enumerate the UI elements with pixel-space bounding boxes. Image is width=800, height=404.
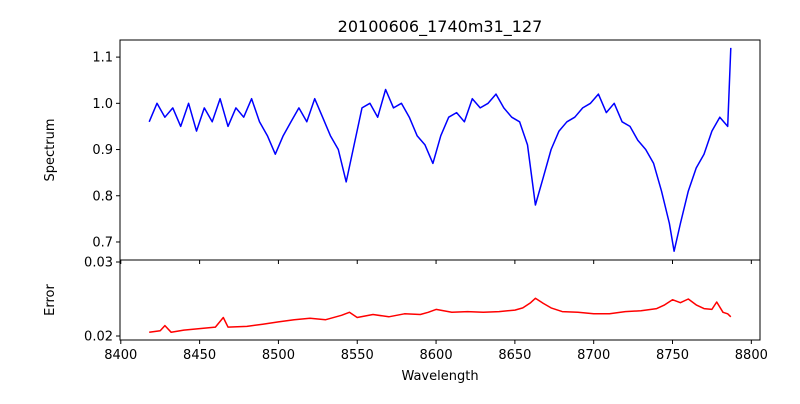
y-tick-label: 0.8: [92, 189, 113, 204]
x-tick-label: 8700: [577, 348, 610, 363]
y-tick-label: 1.1: [92, 51, 113, 66]
series-line-spectrum: [148, 47, 732, 252]
chart-title: 20100606_1740m31_127: [338, 17, 543, 37]
x-tick-label: 8650: [498, 348, 531, 363]
x-tick-label: 8500: [262, 348, 295, 363]
series-line-error: [149, 297, 732, 334]
axes-frame: [119, 39, 761, 261]
y-tick-label: 0.7: [92, 235, 113, 250]
x-tick-label: 8750: [656, 348, 689, 363]
y-axis-label-error: Error: [43, 284, 58, 316]
axes-frame: [119, 259, 761, 341]
y-axis-label-spectrum: Spectrum: [43, 119, 58, 182]
y-tick-label: 0.9: [92, 143, 113, 158]
x-axis-label: Wavelength: [401, 369, 478, 384]
x-tick-label: 8800: [735, 348, 768, 363]
y-tick-label: 0.02: [84, 330, 113, 345]
y-tick-label: 1.0: [92, 97, 113, 112]
x-tick-label: 8600: [420, 348, 453, 363]
x-tick-label: 8400: [104, 348, 137, 363]
x-tick-label: 8550: [341, 348, 374, 363]
y-tick-label: 0.03: [84, 255, 113, 270]
x-tick-label: 8450: [183, 348, 216, 363]
